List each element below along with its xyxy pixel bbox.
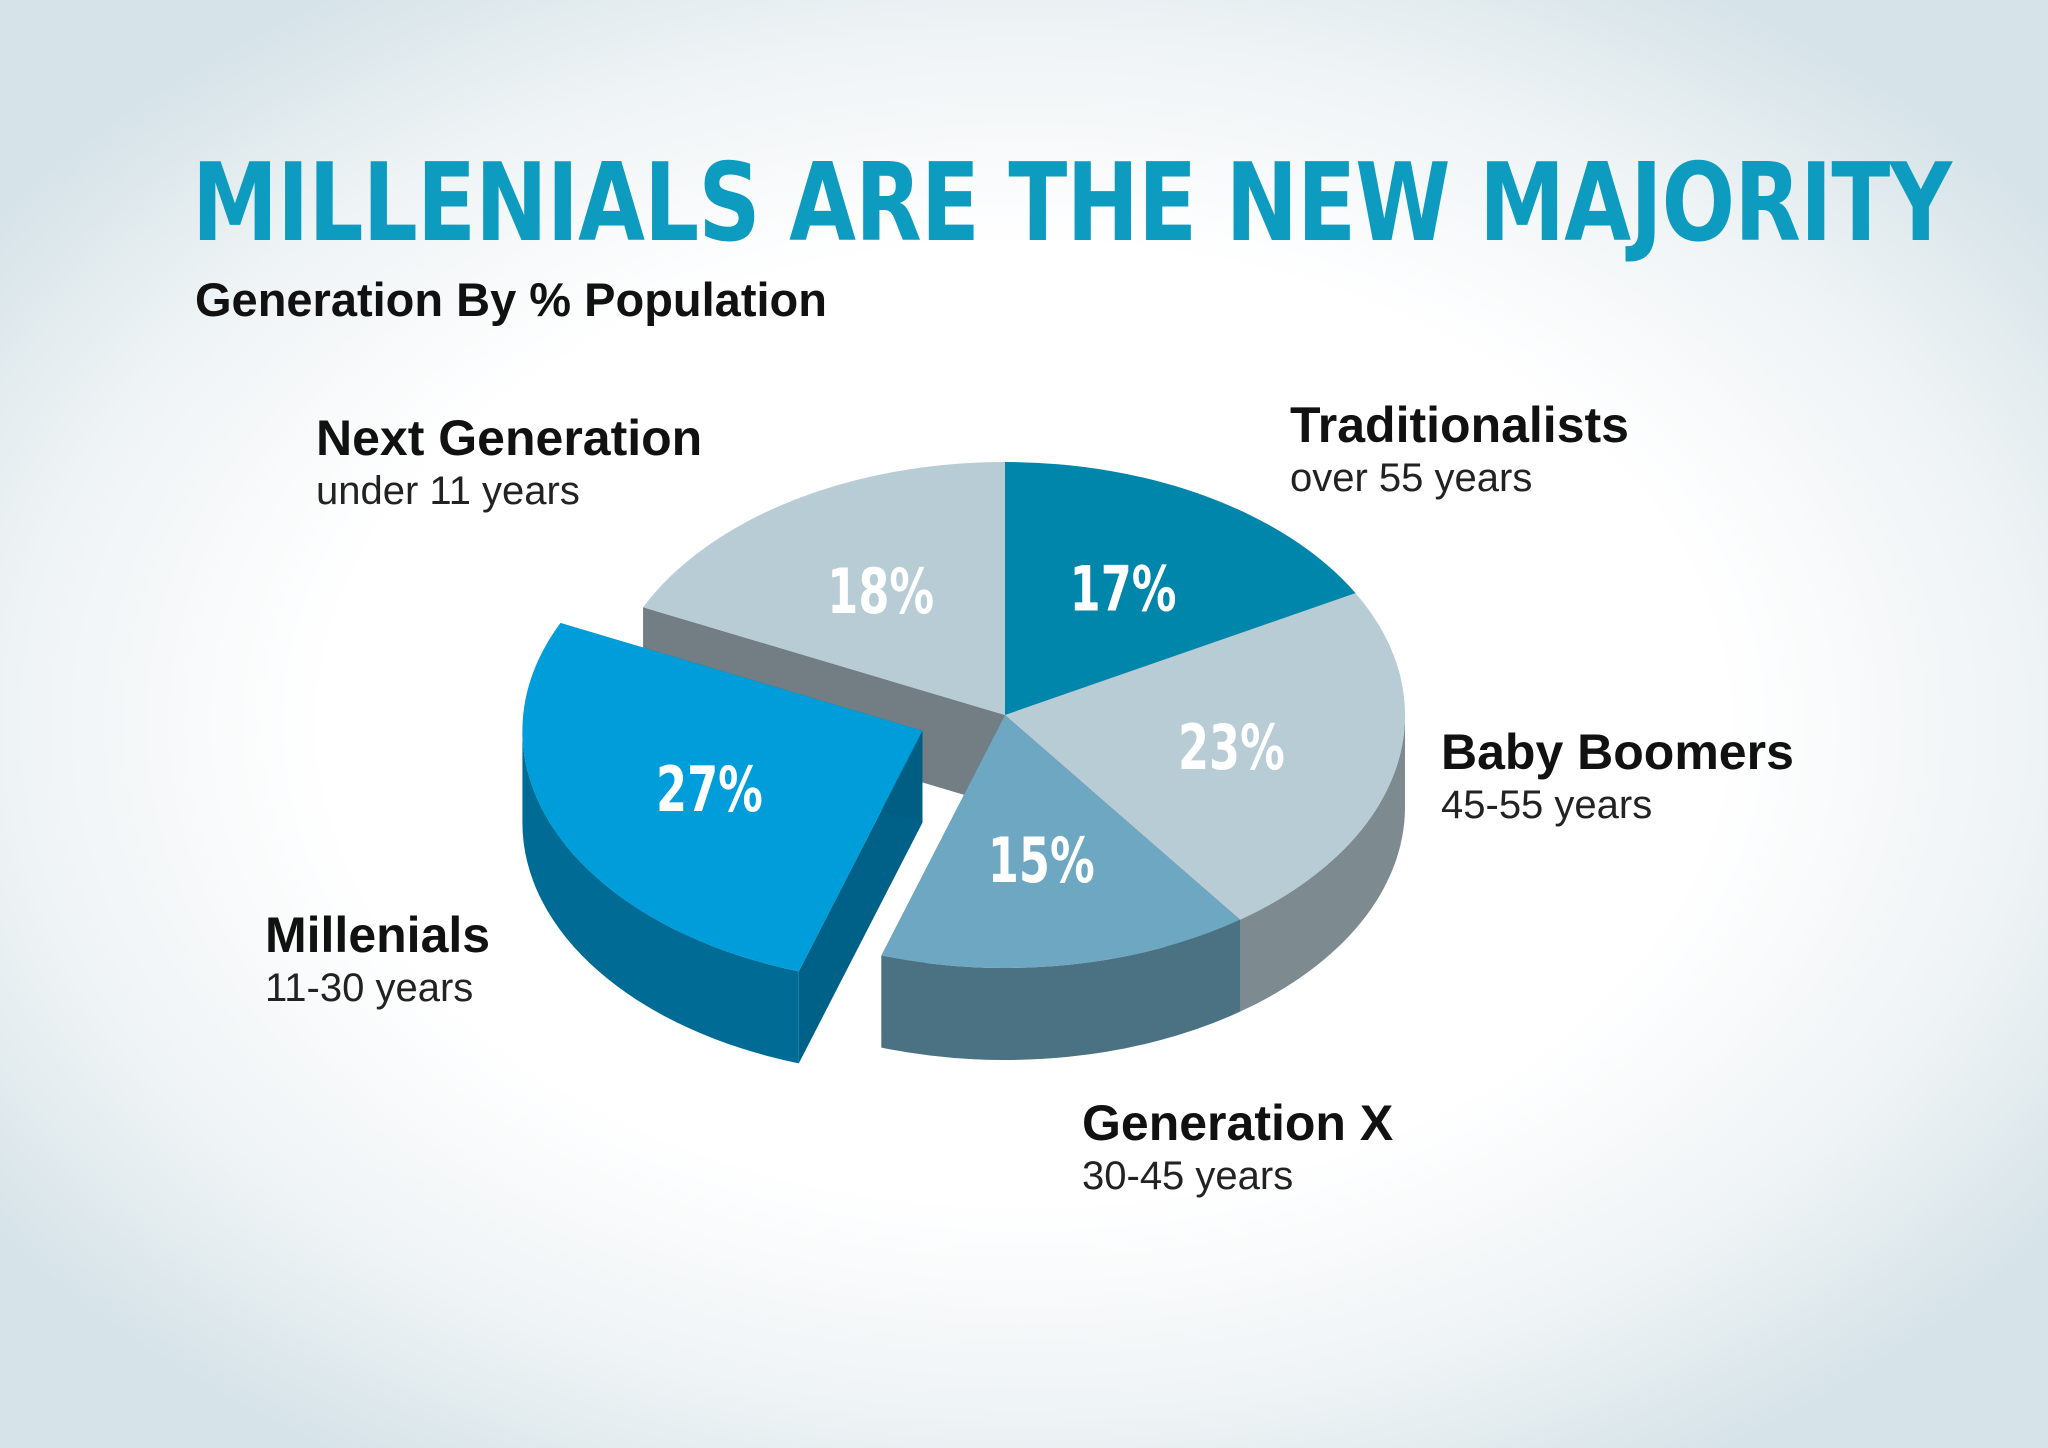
legend-range-millenials: 11-30 years [265, 966, 474, 1010]
legend-name-baby-boomers: Baby Boomers [1441, 724, 1794, 780]
legend-name-generation-x: Generation X [1082, 1095, 1394, 1151]
pie-edge-millenials [798, 730, 923, 1064]
slice-label-millenials: 27% [656, 754, 763, 826]
pie-slice-millenials [522, 623, 923, 972]
pie-tops [522, 462, 1405, 972]
slice-label-baby-boomers: 23% [1178, 712, 1285, 784]
legend-name-traditionalists: Traditionalists [1290, 397, 1629, 453]
callout-millenials: Millenials 11-30 years [265, 906, 490, 1012]
legend-range-baby-boomers: 45-55 years [1441, 783, 1653, 827]
callout-generation-x: Generation X 30-45 years [1082, 1094, 1393, 1200]
chart-subtitle: Generation By % Population [195, 273, 827, 326]
callout-next-generation: Next Generation under 11 years [316, 409, 702, 515]
legend-range-generation-x: 30-45 years [1082, 1154, 1294, 1198]
callout-baby-boomers: Baby Boomers 45-55 years [1441, 723, 1794, 829]
legend-range-traditionalists: over 55 years [1290, 456, 1533, 500]
slice-label-generation-x: 15% [988, 825, 1095, 897]
chart-title: MILLENIALS ARE THE NEW MAJORITY [192, 141, 1952, 266]
pie-wall-baby-boomers [1240, 715, 1405, 1012]
pie-wall-millenials [522, 730, 799, 1064]
legend-name-millenials: Millenials [265, 907, 491, 963]
slice-label-traditionalists: 17% [1070, 553, 1177, 625]
slice-label-next-generation: 18% [827, 556, 934, 628]
pie-slice-traditionalists [1005, 462, 1356, 715]
callout-traditionalists: Traditionalists over 55 years [1290, 396, 1629, 502]
legend-range-next-generation: under 11 years [316, 469, 580, 513]
pie-wall-generation-x [881, 919, 1241, 1060]
pie-slice-next-generation [643, 462, 1005, 715]
legend-name-next-generation: Next Generation [316, 410, 703, 466]
pie-slice-baby-boomers [1005, 593, 1405, 920]
pie-labels: 17% 23% 15% 27% 18% [656, 553, 1285, 897]
pie-slice-generation-x [881, 715, 1241, 968]
